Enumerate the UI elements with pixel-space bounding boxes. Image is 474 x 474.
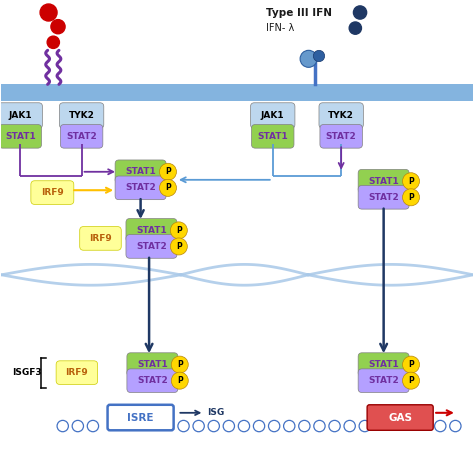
FancyBboxPatch shape	[0, 103, 43, 128]
FancyBboxPatch shape	[358, 169, 409, 193]
Text: P: P	[408, 360, 414, 369]
Text: STAT1: STAT1	[368, 177, 399, 186]
Text: STAT2: STAT2	[326, 132, 356, 141]
Text: STAT1: STAT1	[136, 226, 167, 235]
FancyBboxPatch shape	[126, 219, 177, 242]
Text: P: P	[408, 193, 414, 202]
FancyBboxPatch shape	[115, 160, 166, 183]
FancyBboxPatch shape	[320, 125, 363, 148]
FancyBboxPatch shape	[31, 181, 74, 204]
Text: P: P	[176, 242, 182, 251]
Circle shape	[402, 356, 419, 373]
Circle shape	[170, 222, 187, 239]
FancyBboxPatch shape	[60, 125, 103, 148]
Text: P: P	[165, 183, 171, 192]
Circle shape	[354, 6, 367, 19]
FancyBboxPatch shape	[358, 369, 409, 392]
Text: ISRE: ISRE	[128, 412, 154, 422]
Text: STAT2: STAT2	[66, 132, 97, 141]
Text: P: P	[408, 177, 414, 186]
Text: TYK2: TYK2	[69, 111, 94, 120]
Circle shape	[313, 50, 325, 62]
Circle shape	[300, 50, 317, 67]
Text: P: P	[177, 376, 182, 385]
Text: IRF9: IRF9	[89, 234, 112, 243]
FancyBboxPatch shape	[115, 176, 166, 200]
Text: JAK1: JAK1	[261, 111, 284, 120]
Circle shape	[402, 189, 419, 206]
Text: IRF9: IRF9	[41, 188, 64, 197]
Circle shape	[171, 372, 188, 389]
FancyBboxPatch shape	[319, 103, 364, 128]
Text: P: P	[165, 167, 171, 176]
Text: P: P	[408, 376, 414, 385]
Text: STAT1: STAT1	[257, 132, 288, 141]
Circle shape	[402, 372, 419, 389]
Text: IRF9: IRF9	[65, 368, 88, 377]
Circle shape	[349, 22, 362, 34]
FancyBboxPatch shape	[59, 103, 104, 128]
Text: TYK2: TYK2	[328, 111, 354, 120]
Circle shape	[402, 173, 419, 190]
FancyBboxPatch shape	[252, 125, 294, 148]
Text: STAT2: STAT2	[368, 376, 399, 385]
Text: STAT2: STAT2	[368, 193, 399, 202]
FancyBboxPatch shape	[127, 369, 178, 392]
FancyBboxPatch shape	[358, 353, 409, 376]
Text: STAT2: STAT2	[125, 183, 156, 192]
Text: ISG: ISG	[207, 408, 224, 417]
FancyBboxPatch shape	[108, 405, 173, 430]
Circle shape	[170, 238, 187, 255]
Text: STAT1: STAT1	[125, 167, 156, 176]
Text: STAT1: STAT1	[368, 360, 399, 369]
FancyBboxPatch shape	[127, 353, 178, 376]
Text: STAT2: STAT2	[137, 376, 168, 385]
Circle shape	[159, 179, 176, 196]
Text: ISGF3: ISGF3	[12, 368, 41, 377]
FancyBboxPatch shape	[126, 235, 177, 258]
Bar	[1, 84, 474, 101]
Text: STAT1: STAT1	[137, 360, 168, 369]
Text: P: P	[176, 226, 182, 235]
Text: P: P	[177, 360, 182, 369]
FancyBboxPatch shape	[251, 103, 295, 128]
FancyBboxPatch shape	[80, 227, 121, 250]
FancyBboxPatch shape	[367, 405, 433, 430]
FancyBboxPatch shape	[56, 361, 98, 384]
Text: STAT2: STAT2	[136, 242, 167, 251]
Text: IFN- λ: IFN- λ	[265, 23, 294, 33]
Circle shape	[159, 163, 176, 180]
Circle shape	[40, 4, 57, 21]
Circle shape	[51, 19, 65, 34]
FancyBboxPatch shape	[358, 185, 409, 209]
Text: JAK1: JAK1	[9, 111, 32, 120]
Circle shape	[47, 36, 59, 48]
Text: GAS: GAS	[388, 412, 412, 422]
Text: STAT1: STAT1	[5, 132, 36, 141]
Text: Type III IFN: Type III IFN	[265, 8, 332, 18]
FancyBboxPatch shape	[0, 125, 42, 148]
Circle shape	[171, 356, 188, 373]
